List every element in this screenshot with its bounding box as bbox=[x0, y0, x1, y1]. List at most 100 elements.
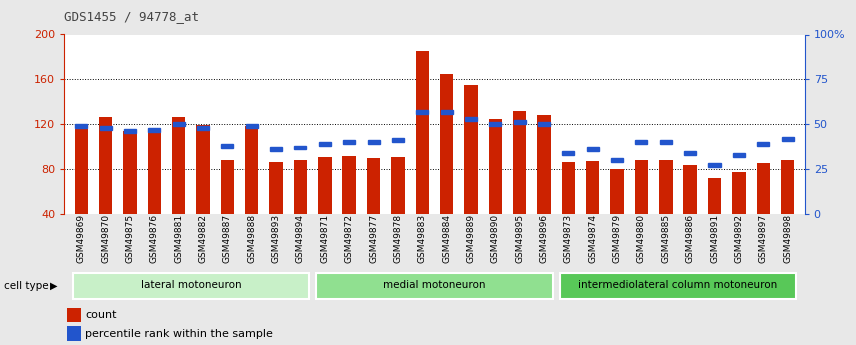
Bar bbox=[758, 142, 770, 146]
Text: GSM49880: GSM49880 bbox=[637, 214, 646, 263]
Bar bbox=[392, 138, 404, 142]
Bar bbox=[342, 156, 356, 214]
Text: GSM49883: GSM49883 bbox=[418, 214, 427, 263]
Bar bbox=[586, 161, 599, 214]
Bar bbox=[221, 160, 234, 214]
Bar bbox=[683, 165, 697, 214]
Bar bbox=[75, 124, 87, 128]
Bar bbox=[465, 117, 477, 121]
Bar bbox=[440, 74, 454, 214]
Text: GDS1455 / 94778_at: GDS1455 / 94778_at bbox=[64, 10, 199, 23]
Bar bbox=[222, 144, 234, 148]
Bar bbox=[245, 126, 259, 214]
Bar bbox=[611, 158, 623, 162]
Text: medial motoneuron: medial motoneuron bbox=[383, 280, 485, 290]
Text: GSM49896: GSM49896 bbox=[539, 214, 549, 263]
Text: GSM49876: GSM49876 bbox=[150, 214, 159, 263]
Bar bbox=[367, 158, 380, 214]
Text: GSM49877: GSM49877 bbox=[369, 214, 378, 263]
Bar bbox=[635, 160, 648, 214]
Bar bbox=[610, 169, 624, 214]
Bar bbox=[197, 126, 209, 130]
Text: GSM49895: GSM49895 bbox=[515, 214, 524, 263]
Text: GSM49869: GSM49869 bbox=[77, 214, 86, 263]
Bar bbox=[294, 146, 306, 149]
Text: lateral motoneuron: lateral motoneuron bbox=[140, 280, 241, 290]
Bar bbox=[684, 151, 696, 155]
Bar bbox=[270, 147, 282, 151]
Text: GSM49884: GSM49884 bbox=[442, 214, 451, 263]
Bar bbox=[318, 142, 330, 146]
Bar bbox=[246, 124, 258, 128]
Text: GSM49882: GSM49882 bbox=[199, 214, 207, 263]
Text: count: count bbox=[86, 310, 116, 320]
Bar bbox=[148, 128, 160, 131]
Bar bbox=[99, 117, 112, 214]
Text: GSM49875: GSM49875 bbox=[126, 214, 134, 263]
Bar bbox=[660, 140, 672, 144]
Bar bbox=[538, 115, 550, 214]
Bar bbox=[67, 326, 81, 341]
Bar bbox=[538, 122, 550, 126]
Bar bbox=[733, 153, 745, 157]
Bar bbox=[514, 120, 526, 124]
Bar bbox=[343, 140, 355, 144]
Text: GSM49891: GSM49891 bbox=[710, 214, 719, 263]
Bar bbox=[74, 129, 88, 214]
Text: GSM49871: GSM49871 bbox=[320, 214, 330, 263]
Bar bbox=[416, 110, 428, 114]
Bar bbox=[464, 85, 478, 214]
Text: GSM49889: GSM49889 bbox=[467, 214, 475, 263]
Text: GSM49881: GSM49881 bbox=[174, 214, 183, 263]
Text: GSM49893: GSM49893 bbox=[271, 214, 281, 263]
Bar bbox=[270, 162, 282, 214]
Bar bbox=[757, 164, 770, 214]
Bar bbox=[173, 122, 185, 126]
Bar bbox=[124, 129, 136, 133]
Text: GSM49892: GSM49892 bbox=[734, 214, 743, 263]
Bar bbox=[513, 111, 526, 214]
Bar bbox=[562, 151, 574, 155]
Text: intermediolateral column motoneuron: intermediolateral column motoneuron bbox=[579, 280, 777, 290]
Text: cell type: cell type bbox=[4, 281, 49, 290]
Bar bbox=[294, 160, 307, 214]
Bar bbox=[732, 172, 746, 214]
Text: GSM49873: GSM49873 bbox=[564, 214, 573, 263]
Bar bbox=[709, 164, 721, 167]
Bar bbox=[318, 157, 331, 214]
Bar bbox=[415, 51, 429, 214]
Bar bbox=[196, 125, 210, 214]
Bar bbox=[67, 308, 81, 322]
Bar bbox=[489, 119, 502, 214]
Text: GSM49879: GSM49879 bbox=[613, 214, 621, 263]
Bar bbox=[562, 162, 575, 214]
Bar bbox=[441, 110, 453, 114]
Bar bbox=[781, 160, 794, 214]
Bar bbox=[708, 178, 722, 214]
Bar bbox=[586, 147, 598, 151]
Bar bbox=[367, 140, 379, 144]
Text: GSM49872: GSM49872 bbox=[345, 214, 354, 263]
Bar bbox=[99, 126, 111, 130]
Bar bbox=[172, 117, 186, 214]
Bar bbox=[635, 140, 647, 144]
Bar bbox=[782, 137, 794, 140]
FancyBboxPatch shape bbox=[73, 273, 309, 299]
Text: GSM49878: GSM49878 bbox=[394, 214, 402, 263]
Text: GSM49870: GSM49870 bbox=[101, 214, 110, 263]
FancyBboxPatch shape bbox=[316, 273, 553, 299]
Text: GSM49888: GSM49888 bbox=[247, 214, 256, 263]
FancyBboxPatch shape bbox=[560, 273, 796, 299]
Bar bbox=[659, 160, 673, 214]
Bar bbox=[391, 157, 405, 214]
Text: ▶: ▶ bbox=[50, 281, 57, 290]
Bar bbox=[147, 129, 161, 214]
Text: GSM49894: GSM49894 bbox=[296, 214, 305, 263]
Text: GSM49897: GSM49897 bbox=[758, 214, 768, 263]
Text: GSM49885: GSM49885 bbox=[662, 214, 670, 263]
Bar bbox=[490, 122, 502, 126]
Bar bbox=[123, 131, 137, 214]
Text: GSM49886: GSM49886 bbox=[686, 214, 695, 263]
Text: GSM49874: GSM49874 bbox=[588, 214, 597, 263]
Text: percentile rank within the sample: percentile rank within the sample bbox=[86, 329, 273, 339]
